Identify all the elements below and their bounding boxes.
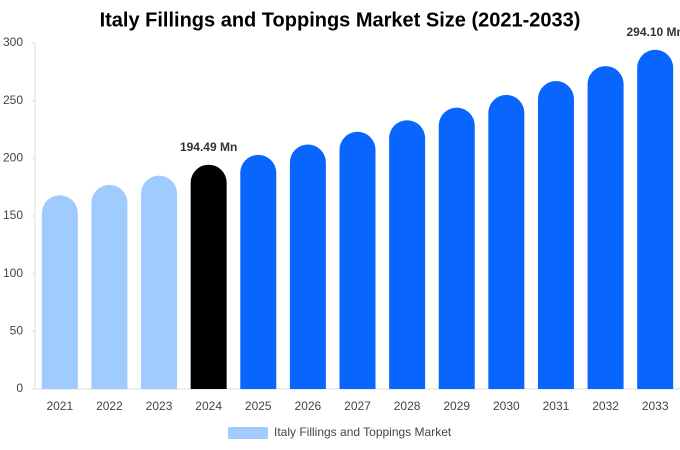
bar xyxy=(537,81,574,389)
bar xyxy=(41,195,78,389)
x-tick-label: 2022 xyxy=(96,399,123,413)
y-tick-label: 250 xyxy=(3,93,23,107)
bar xyxy=(488,94,525,389)
data-label: 194.49 Mn xyxy=(180,140,237,154)
bar xyxy=(389,120,426,390)
bar xyxy=(438,107,475,389)
x-tick-label: 2025 xyxy=(245,399,272,413)
bar xyxy=(339,131,376,389)
bar xyxy=(240,154,277,389)
y-tick-label: 100 xyxy=(3,266,23,280)
bar xyxy=(91,184,128,389)
bar xyxy=(289,144,326,389)
bar xyxy=(587,66,624,389)
chart-title: Italy Fillings and Toppings Market Size … xyxy=(100,9,581,31)
bar xyxy=(141,175,178,389)
y-tick-label: 50 xyxy=(10,324,24,338)
x-tick-label: 2032 xyxy=(592,399,619,413)
x-tick-label: 2027 xyxy=(344,399,371,413)
x-tick-label: 2029 xyxy=(443,399,470,413)
y-tick-label: 200 xyxy=(3,151,23,165)
bar xyxy=(190,164,227,389)
x-tick-label: 2026 xyxy=(295,399,322,413)
y-tick-label: 300 xyxy=(3,35,23,49)
x-tick-label: 2031 xyxy=(543,399,570,413)
y-tick-label: 0 xyxy=(16,381,23,395)
x-tick-label: 2023 xyxy=(146,399,173,413)
x-tick-label: 2033 xyxy=(642,399,669,413)
x-tick-label: 2028 xyxy=(394,399,421,413)
data-label: 294.10 Mn xyxy=(627,25,680,39)
x-tick-label: 2021 xyxy=(46,399,73,413)
x-tick-label: 2024 xyxy=(195,399,222,413)
legend-label: Italy Fillings and Toppings Market xyxy=(274,425,452,439)
y-tick-label: 150 xyxy=(3,208,23,222)
x-tick-label: 2030 xyxy=(493,399,520,413)
bar xyxy=(637,49,674,390)
legend-swatch xyxy=(228,427,268,439)
